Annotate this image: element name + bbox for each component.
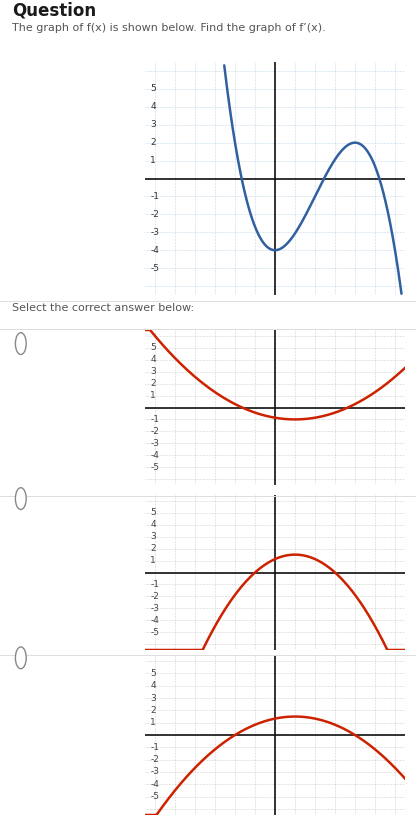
Text: -1: -1 [150,580,159,589]
Text: 4: 4 [150,520,156,530]
Text: 5: 5 [150,344,156,353]
Text: -2: -2 [230,509,240,517]
Text: -5: -5 [171,509,179,517]
Text: -1: -1 [150,415,159,424]
Text: 5: 5 [150,509,156,517]
Text: -5: -5 [171,673,179,682]
Text: 3: 3 [150,120,156,129]
Text: -4: -4 [191,673,199,682]
Text: -2: -2 [230,330,240,339]
Text: 1: 1 [292,673,298,682]
Text: -4: -4 [191,330,199,339]
Text: 1: 1 [150,156,156,165]
Text: 2: 2 [150,706,156,715]
Text: -2: -2 [150,755,159,764]
Text: 3: 3 [332,509,338,517]
Text: -4: -4 [150,246,159,255]
Text: 1: 1 [150,718,156,727]
Text: 2: 2 [312,673,318,682]
Text: 5: 5 [372,330,378,339]
Text: -1: -1 [250,509,260,517]
Text: 3: 3 [332,673,338,682]
Text: 5: 5 [150,669,156,678]
Text: -5: -5 [150,463,159,472]
Text: -1: -1 [250,330,260,339]
Text: 4: 4 [150,355,156,365]
Text: -1: -1 [250,673,260,682]
Text: -5: -5 [150,792,159,801]
Text: -2: -2 [150,592,159,601]
Text: -2: -2 [150,210,159,219]
Text: 2: 2 [312,509,318,517]
Text: 1: 1 [150,391,156,400]
Text: -3: -3 [150,768,159,777]
Text: -1: -1 [150,192,159,201]
Text: -4: -4 [150,451,159,460]
Text: -4: -4 [150,779,159,789]
Text: -5: -5 [150,628,159,637]
Text: 2: 2 [150,544,156,553]
Text: 3: 3 [150,367,156,376]
Text: The graph of f(x) is shown below. Find the graph of f’(x).: The graph of f(x) is shown below. Find t… [12,23,326,34]
Text: -5: -5 [150,264,159,272]
Text: -4: -4 [191,509,199,517]
Text: 4: 4 [150,102,156,111]
Text: 4: 4 [150,681,156,691]
Text: -5: -5 [171,330,179,339]
Text: 2: 2 [312,330,318,339]
Text: 5: 5 [372,509,378,517]
Text: -4: -4 [150,616,159,624]
Text: -3: -3 [150,439,159,447]
Text: 2: 2 [150,379,156,388]
Text: Question: Question [12,2,97,19]
Text: 1: 1 [292,509,298,517]
Text: -1: -1 [150,742,159,752]
Text: Select the correct answer below:: Select the correct answer below: [12,303,195,313]
Text: -2: -2 [230,673,240,682]
Text: -3: -3 [150,228,159,237]
Text: -3: -3 [210,330,220,339]
Text: 4: 4 [352,673,358,682]
Text: -3: -3 [150,603,159,613]
Text: 3: 3 [150,532,156,541]
Text: 3: 3 [150,694,156,702]
Text: 4: 4 [352,509,358,517]
Text: 1: 1 [150,556,156,565]
Text: -2: -2 [150,427,159,436]
Text: 5: 5 [372,673,378,682]
Text: 4: 4 [352,330,358,339]
Text: 3: 3 [332,330,338,339]
Text: 5: 5 [150,85,156,93]
Text: -3: -3 [210,673,220,682]
Text: -3: -3 [210,509,220,517]
Text: 1: 1 [292,330,298,339]
Text: 2: 2 [150,138,156,147]
